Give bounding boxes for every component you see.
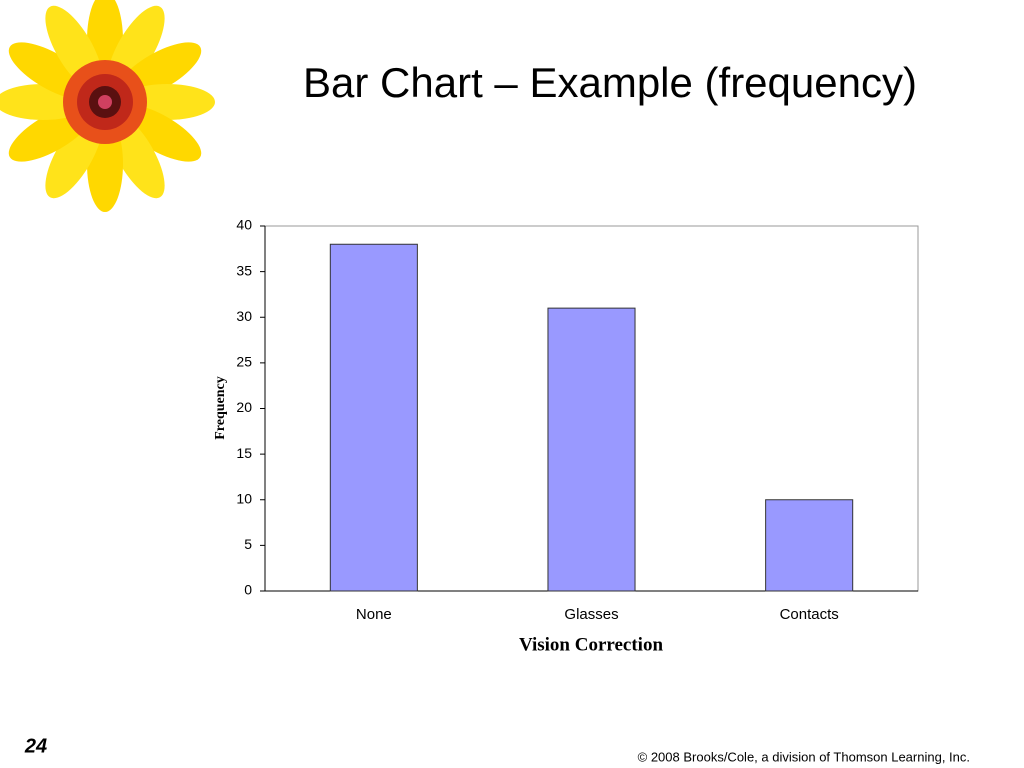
y-axis-title: Frequency — [213, 376, 228, 440]
footer: © 2008 Brooks/Cole, a division of Thomso… — [638, 749, 970, 764]
y-tick-label: 25 — [236, 354, 252, 370]
y-tick-label: 0 — [244, 582, 252, 598]
bar — [329, 243, 418, 592]
y-tick-label: 20 — [236, 399, 252, 415]
x-tick-label: Glasses — [564, 606, 618, 623]
bar — [547, 307, 636, 592]
x-tick-label: None — [356, 606, 392, 623]
y-tick-label: 15 — [236, 445, 252, 461]
flower-decoration — [0, 0, 215, 212]
y-tick-label: 30 — [236, 308, 252, 324]
slide-number: 24 — [24, 735, 47, 757]
y-tick-label: 10 — [236, 490, 252, 506]
x-axis-title: Vision Correction — [519, 634, 664, 655]
bar — [765, 499, 854, 592]
x-tick-label: Contacts — [780, 606, 839, 623]
chart-title: Bar Chart – Example (frequency) — [303, 59, 917, 106]
y-tick-label: 5 — [244, 536, 252, 552]
y-tick-label: 35 — [236, 262, 252, 278]
y-tick-label: 40 — [236, 217, 252, 233]
